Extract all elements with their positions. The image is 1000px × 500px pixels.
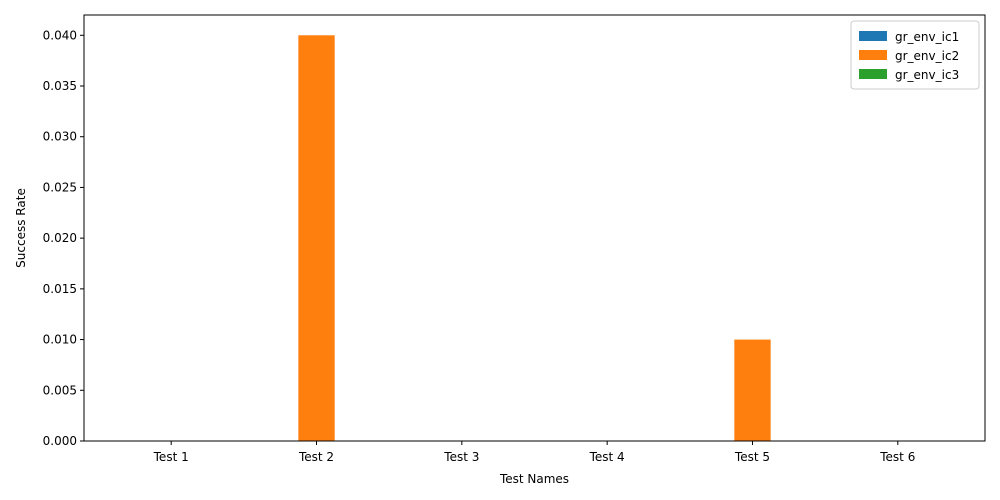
legend: gr_env_ic1 gr_env_ic2 gr_env_ic3 xyxy=(850,20,980,90)
axes-layer: 0.000 0.005 0.010 0.015 0.020 0.025 0.030 0.035… xyxy=(43,14,986,464)
y-tick-label: 0.040 xyxy=(43,28,77,42)
y-tick-label: 0.000 xyxy=(43,434,77,448)
legend-label-gr_env_ic2: gr_env_ic2 xyxy=(895,49,959,63)
x-tick-label: Test 4 xyxy=(589,450,625,464)
x-axis-label: Test Names xyxy=(499,472,569,486)
legend-swatch-gr_env_ic1 xyxy=(859,31,887,41)
y-tick-label: 0.005 xyxy=(43,383,77,397)
y-tick-label: 0.025 xyxy=(43,180,77,194)
y-tick-label: 0.020 xyxy=(43,231,77,245)
bars-layer xyxy=(298,35,771,441)
x-tick-label: Test 3 xyxy=(443,450,479,464)
legend-swatch-gr_env_ic3 xyxy=(859,69,887,79)
x-tick-label: Test 2 xyxy=(298,450,334,464)
x-tick-label: Test 6 xyxy=(879,450,915,464)
bar-gr_env_ic2-test-2 xyxy=(298,35,335,441)
x-tick-label: Test 1 xyxy=(153,450,189,464)
y-axis-label: Success Rate xyxy=(14,188,28,268)
y-tick-label: 0.015 xyxy=(43,282,77,296)
y-tick-label: 0.035 xyxy=(43,79,77,93)
legend-swatch-gr_env_ic2 xyxy=(859,50,887,60)
bar-gr_env_ic2-test-5 xyxy=(734,339,771,441)
y-tick-label: 0.010 xyxy=(43,333,77,347)
plot-frame xyxy=(83,14,986,442)
y-tick-label: 0.030 xyxy=(43,130,77,144)
x-tick-label: Test 5 xyxy=(734,450,770,464)
legend-label-gr_env_ic1: gr_env_ic1 xyxy=(895,30,959,44)
legend-label-gr_env_ic3: gr_env_ic3 xyxy=(895,68,959,82)
